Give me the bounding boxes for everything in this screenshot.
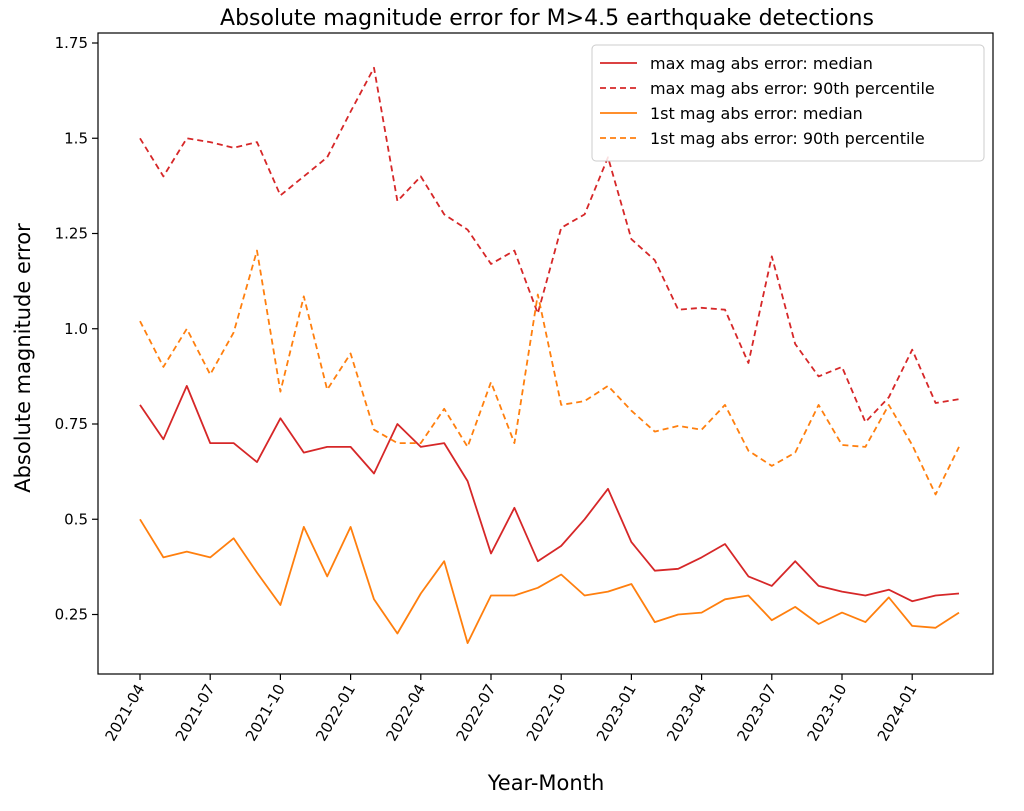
y-tick-label: 1.25 <box>55 225 88 243</box>
series-layer <box>139 66 960 644</box>
legend-label: 1st mag abs error: 90th percentile <box>650 129 925 148</box>
x-axis-label: Year-Month <box>487 771 605 795</box>
x-tick-label: 2022-04 <box>382 681 429 744</box>
series-line-1 <box>139 384 960 603</box>
plot-area <box>97 32 994 675</box>
x-tick-label: 2021-07 <box>172 681 219 744</box>
legend-frame <box>591 44 985 162</box>
y-tick-label: 0.5 <box>64 510 88 528</box>
x-tick-label: 2022-01 <box>312 681 359 744</box>
x-tick-label: 2022-10 <box>523 681 570 744</box>
legend: max mag abs error: median max mag abs err… <box>591 44 985 162</box>
legend-label: max mag abs error: 90th percentile <box>650 79 935 98</box>
x-tick-label: 2023-04 <box>663 681 710 744</box>
series-line-3 <box>139 518 960 644</box>
x-tick-label: 2021-04 <box>102 681 149 744</box>
y-axis-label: Absolute magnitude error <box>11 223 35 493</box>
x-tick-label: 2022-07 <box>453 681 500 744</box>
series-line-2 <box>139 66 960 424</box>
x-tick-label: 2023-01 <box>593 681 640 744</box>
series-line-4 <box>139 249 960 496</box>
y-tick-label: 0.75 <box>55 415 88 433</box>
x-tick-label: 2024-01 <box>874 681 921 744</box>
x-tick-label: 2023-10 <box>804 681 851 744</box>
x-axis: 2021-04 2021-07 2021-10 2022-01 2022-04 2022-… <box>102 674 921 744</box>
x-tick-label: 2021-10 <box>242 681 289 744</box>
legend-label: 1st mag abs error: median <box>650 104 863 123</box>
chart-title: Absolute magnitude error for M>4.5 earth… <box>220 6 874 31</box>
y-tick-label: 1.0 <box>64 320 88 338</box>
y-tick-label: 1.5 <box>64 129 88 147</box>
y-tick-label: 1.75 <box>55 34 88 52</box>
y-tick-label: 0.25 <box>55 606 88 624</box>
x-tick-label: 2023-07 <box>733 681 780 744</box>
y-axis: 0.25 0.5 0.75 1.0 1.25 1.5 1.75 <box>55 34 98 624</box>
legend-label: max mag abs error: median <box>650 54 873 73</box>
